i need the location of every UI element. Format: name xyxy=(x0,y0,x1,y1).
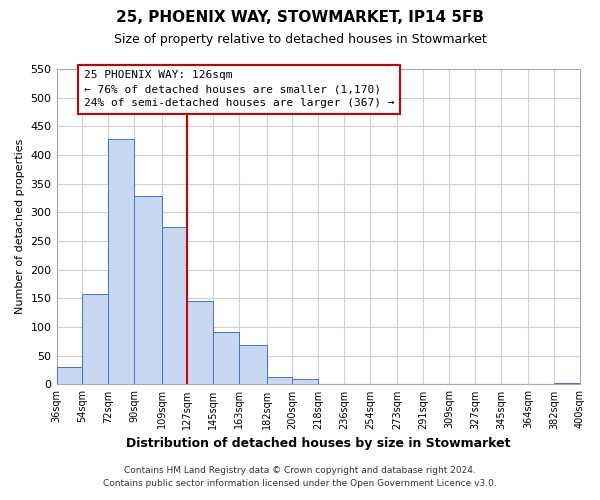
Bar xyxy=(266,377,292,384)
Bar xyxy=(213,332,239,384)
Bar xyxy=(161,226,187,384)
Bar xyxy=(187,302,213,384)
Y-axis label: Number of detached properties: Number of detached properties xyxy=(15,139,25,314)
Bar xyxy=(82,294,109,384)
Bar xyxy=(109,139,134,384)
Text: 25 PHOENIX WAY: 126sqm
← 76% of detached houses are smaller (1,170)
24% of semi-: 25 PHOENIX WAY: 126sqm ← 76% of detached… xyxy=(84,70,394,108)
Text: Size of property relative to detached houses in Stowmarket: Size of property relative to detached ho… xyxy=(113,32,487,46)
Bar xyxy=(239,346,266,385)
Text: Contains HM Land Registry data © Crown copyright and database right 2024.
Contai: Contains HM Land Registry data © Crown c… xyxy=(103,466,497,487)
Text: 25, PHOENIX WAY, STOWMARKET, IP14 5FB: 25, PHOENIX WAY, STOWMARKET, IP14 5FB xyxy=(116,10,484,25)
Bar xyxy=(134,196,161,384)
Bar xyxy=(292,378,318,384)
X-axis label: Distribution of detached houses by size in Stowmarket: Distribution of detached houses by size … xyxy=(126,437,511,450)
Bar xyxy=(56,367,82,384)
